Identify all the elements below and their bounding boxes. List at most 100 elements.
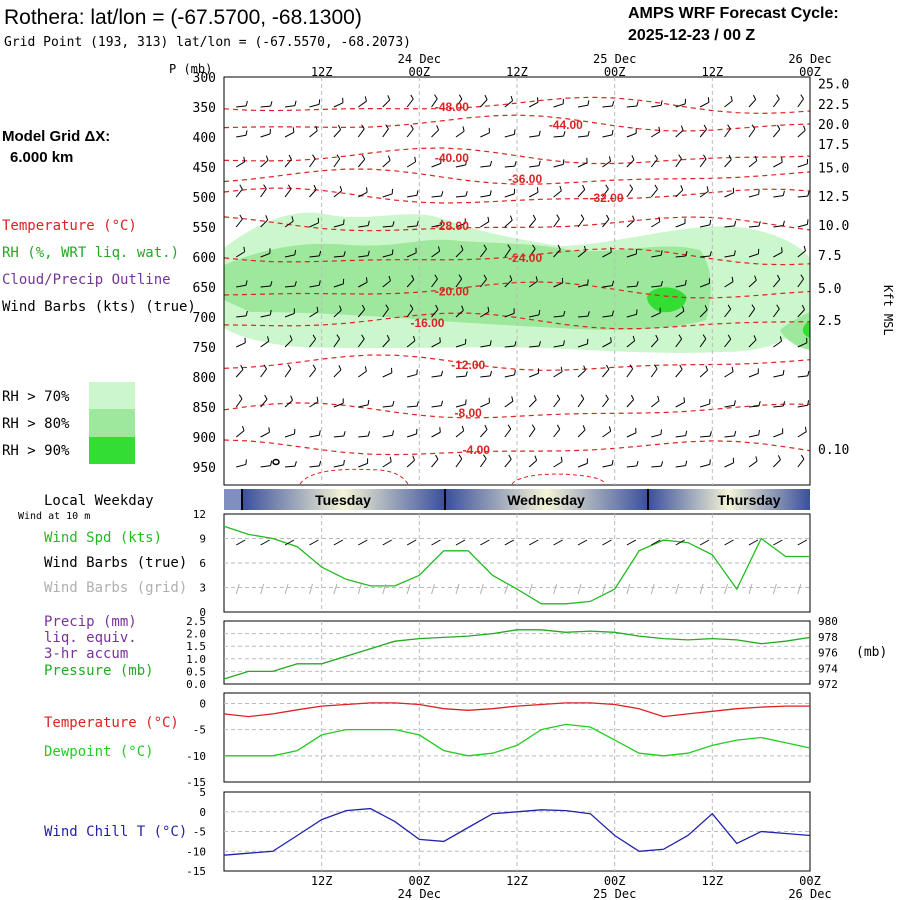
- rh90-label: RH > 90%: [2, 443, 70, 459]
- temperature-contour-labels: -48.00 -44.00 -40.00 -36.00 -32.00 -28.00 -24.…: [410, 100, 623, 457]
- wind-barb: [529, 314, 540, 318]
- wind-barb-flag: [439, 337, 441, 343]
- wind-barb-flag: [510, 95, 514, 101]
- wind-barb: [724, 462, 734, 468]
- temperature-contour-label: -20.00: [435, 285, 469, 299]
- wind-barb: [699, 403, 710, 408]
- wind-barb: [284, 368, 292, 378]
- wind-barb: [724, 281, 734, 288]
- y-tick-label-right: 974: [818, 662, 838, 675]
- wind-barb-flag: [605, 394, 609, 400]
- wind-barb-flag: [632, 335, 636, 341]
- wind-barb-flag: [533, 65, 535, 69]
- top-time-tick: 12Z: [701, 65, 723, 79]
- cycle-value: 2025-12-23 / 00 Z: [628, 27, 755, 44]
- wind-barb-flag: [556, 394, 561, 400]
- wind-barb-flag: [270, 281, 273, 287]
- wind-barb-flag: [709, 251, 712, 257]
- bottom-date-label: 26 Dec: [788, 887, 831, 900]
- wind-barb-flag: [409, 304, 414, 310]
- wind-barb-flag: [653, 364, 658, 370]
- wind-barb: [235, 430, 245, 438]
- wind-barb: [455, 403, 466, 408]
- wind-barb: [284, 188, 292, 198]
- wind-barb: [748, 99, 757, 108]
- grid-wind-barb: [675, 583, 680, 595]
- wind-barb-flag: [531, 424, 536, 430]
- wind-barb: [626, 219, 635, 228]
- wind-barb-flag: [685, 460, 688, 466]
- wind-barb: [699, 190, 709, 198]
- wind-barb: [675, 129, 684, 138]
- grid-wind-barb: [553, 583, 558, 595]
- wind-barb-flag: [416, 401, 419, 407]
- wind-barb-flag: [412, 335, 416, 341]
- wind-barb: [260, 314, 271, 318]
- height-tick: 5.0: [818, 282, 841, 297]
- wind-barb: [651, 285, 662, 288]
- wind-barb: [675, 222, 686, 228]
- wind-barb-flag: [731, 276, 734, 282]
- wind-barb-flag: [535, 276, 538, 282]
- wind-barb-flag: [605, 184, 609, 190]
- wind-barb: [529, 135, 540, 138]
- wind-barb-flag: [678, 334, 683, 340]
- wind-barb-flag: [392, 400, 395, 406]
- top-time-tick: 12Z: [506, 65, 528, 79]
- wind-barb-flag: [343, 219, 345, 225]
- wind-barb: [284, 339, 293, 348]
- wind-barb: [284, 254, 295, 258]
- wind-barb-flag: [318, 250, 322, 256]
- wind-barb-flag: [684, 279, 687, 285]
- wind-barb-flag: [513, 129, 516, 135]
- pressure-tick: 450: [193, 161, 216, 176]
- wind-barb: [504, 165, 515, 168]
- wind-barb: [455, 195, 466, 198]
- bottom-time-tick: 00Z: [604, 874, 626, 888]
- wind-barb: [577, 429, 586, 438]
- wind-barb-flag: [636, 101, 639, 107]
- weekday-band-wednesday: [445, 489, 648, 510]
- wind-barb: [284, 131, 295, 138]
- rh80-label: RH > 80%: [2, 416, 70, 432]
- wind-barb-flag: [733, 430, 737, 436]
- wind-barb-flag: [654, 184, 658, 190]
- wind-barb-flag: [532, 244, 536, 250]
- legend-barbs: Wind Barbs (kts) (true): [2, 299, 196, 315]
- wind-barb: [577, 539, 588, 546]
- wind-barb-flag: [339, 185, 343, 191]
- wind-barb: [309, 130, 318, 138]
- wind-barb: [406, 252, 417, 258]
- wind-barb: [748, 253, 759, 258]
- wind-barb: [553, 398, 561, 408]
- wind-barb: [260, 431, 270, 438]
- wind-barb: [309, 338, 317, 348]
- wind-barb-flag: [343, 459, 345, 465]
- height-tick: 25.0: [818, 78, 849, 93]
- wind-barb-flag: [629, 364, 634, 370]
- height-tick: 2.5: [818, 314, 841, 329]
- wind-barb-flag: [781, 157, 783, 163]
- wind-barb-flag: [782, 190, 785, 196]
- wind-barb: [699, 463, 710, 468]
- wind-barb: [626, 188, 634, 198]
- wind-barb-flag: [704, 305, 708, 311]
- y-tick-label: 0: [199, 806, 206, 819]
- wind-barb-flag: [437, 66, 439, 71]
- wind-barb: [406, 340, 416, 348]
- height-tick: 10.0: [818, 219, 849, 234]
- wind-barb: [724, 308, 732, 318]
- wind-barb-flag: [483, 244, 487, 250]
- wind-barb-flag: [465, 371, 468, 377]
- wind-barb-flag: [318, 430, 321, 436]
- wind-barb: [651, 539, 661, 546]
- wind-barb-flag: [532, 214, 537, 220]
- cross-section-panel: -48.00 -44.00 -40.00 -36.00 -32.00 -28.00 -24.…: [169, 52, 895, 486]
- wind-barb: [333, 158, 341, 168]
- wind-barb-flag: [538, 130, 541, 136]
- wind-barb-flag: [365, 277, 368, 283]
- pressure-tick-labels: 300 350 400 450 500 550 600 650 700 750 800 850 900 9…: [193, 71, 216, 476]
- wind-barb-flag: [441, 191, 444, 197]
- wind-barb-flag: [536, 187, 539, 193]
- wind-barb: [480, 375, 491, 378]
